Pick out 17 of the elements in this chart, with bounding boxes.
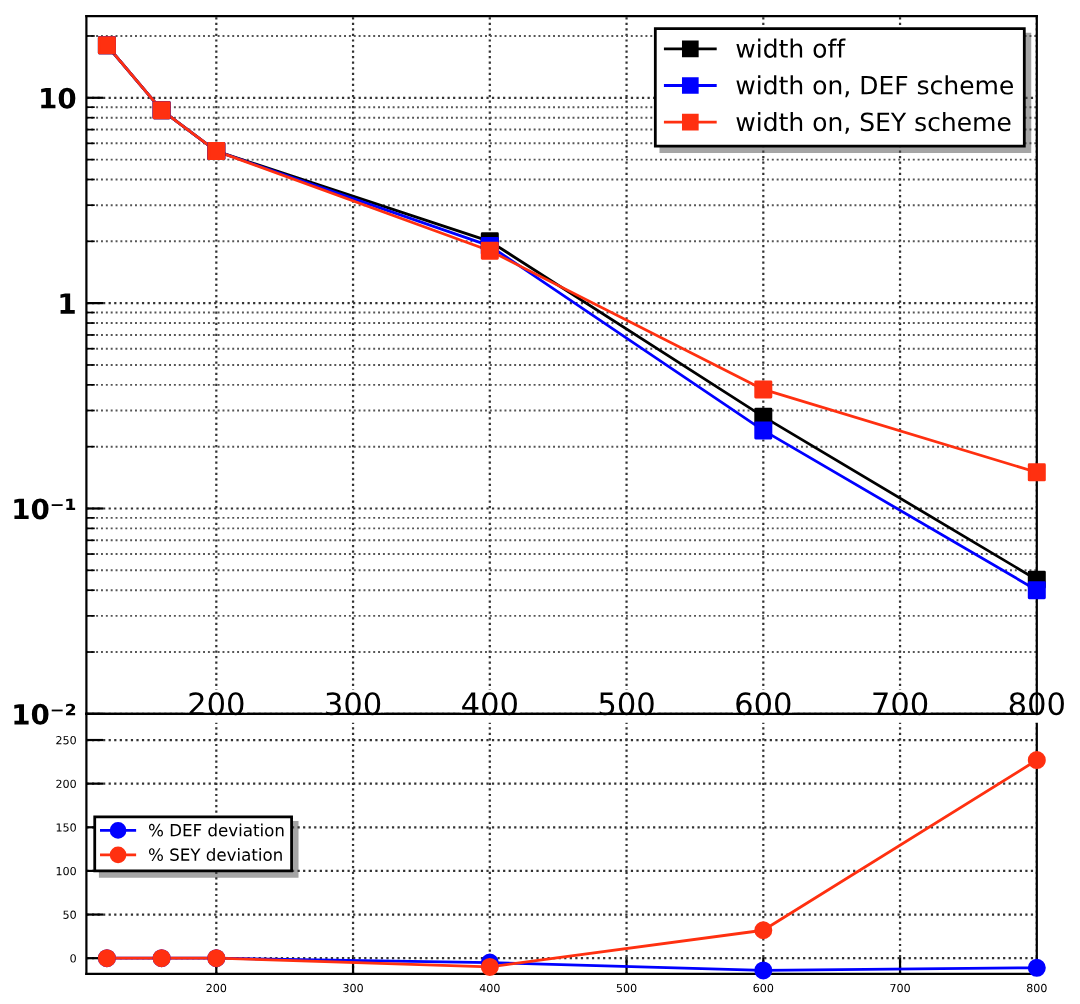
point	[1027, 581, 1046, 600]
legend-label: width off	[736, 38, 846, 58]
point	[1027, 463, 1046, 482]
point	[1027, 751, 1046, 770]
point	[754, 961, 773, 980]
y-tick-label: 1	[60, 293, 75, 314]
y-tick-label: 10⁻²	[14, 703, 76, 725]
point	[480, 241, 499, 260]
y-tick-label: 10⁻¹	[14, 498, 76, 520]
point	[754, 421, 773, 440]
legend-label: width on, DEF scheme	[736, 75, 1013, 98]
y-tick-label: 10	[41, 87, 76, 109]
legend-label: % DEF deviation	[148, 823, 284, 837]
point	[754, 921, 773, 940]
point	[754, 380, 773, 399]
legend-label: % SEY deviation	[148, 848, 282, 861]
legend-label: width on, SEY scheme	[736, 111, 1011, 134]
